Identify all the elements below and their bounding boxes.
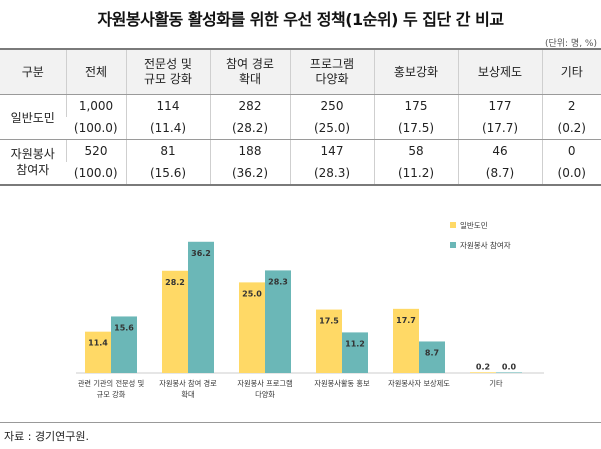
category-label: 자원봉사 참여 경로 (159, 379, 217, 388)
table-cell: (25.0) (289, 117, 374, 140)
bar-general (470, 372, 496, 373)
data-label: 36.2 (191, 249, 211, 258)
header-reward: 보상제도 (457, 48, 542, 95)
data-label: 28.3 (268, 277, 288, 286)
table-cell: (11.2) (373, 162, 458, 186)
legend-label: 일반도민 (460, 220, 488, 230)
table-cell: 58 (373, 139, 458, 162)
table-row: 자원봉사 참여자 520 81 188 147 58 46 0 (0, 139, 601, 186)
bar-general (316, 309, 342, 373)
data-label: 11.4 (88, 339, 108, 348)
table-cell: (0.2) (541, 117, 601, 140)
bar-general (162, 270, 188, 373)
header-other: 기타 (541, 48, 601, 95)
table-cell: 188 (209, 139, 290, 162)
table-cell: 1,000 (65, 94, 126, 117)
bar-volunteer (342, 332, 368, 373)
table-cell: (28.3) (289, 162, 374, 186)
table-cell: 282 (209, 94, 290, 117)
table-cell: 0 (541, 139, 601, 162)
header-category: 구분 (0, 48, 66, 95)
table-cell: 177 (457, 94, 542, 117)
table-row: 일반도민 1,000 114 282 250 175 177 2 (0, 94, 601, 140)
data-label: 17.5 (319, 317, 339, 326)
table-cell: (36.2) (209, 162, 290, 186)
category-label: 자원봉사 프로그램 (237, 379, 292, 388)
legend-label: 자원봉사 참여자 (460, 240, 511, 250)
bar-general (85, 331, 111, 373)
table-cell: (11.4) (125, 117, 210, 140)
unit-label: (단위: 명, %) (544, 39, 597, 49)
table-cell: 2 (541, 94, 601, 117)
category-label: 관련 기관의 전문성 및 (78, 379, 145, 388)
data-label: 0.0 (502, 362, 517, 371)
table-cell: (17.5) (373, 117, 458, 140)
category-label: 기타 (489, 379, 503, 388)
source-note: 자료 : 경기연구원. (4, 430, 90, 443)
data-label: 0.2 (476, 362, 490, 371)
data-label: 28.2 (165, 278, 185, 287)
bar-volunteer (419, 341, 445, 373)
bar-volunteer (111, 316, 137, 373)
table-cell: (8.7) (457, 162, 542, 186)
table-cell: (17.7) (457, 117, 542, 140)
table-cell: 114 (125, 94, 210, 117)
bar-general (239, 282, 265, 373)
table-cell: 520 (65, 139, 126, 162)
data-label: 15.6 (114, 323, 134, 332)
bar-general (393, 308, 419, 373)
bar-chart: 11.4 15.6 관련 기관의 전문성 및규모 강화 28.2 36.2 자원봉사 참여… (76, 220, 544, 399)
data-table: 구분 전체 전문성 및 규모 강화 참여 경로 확대 프로그램 다양화 홍보강화 보상… (0, 48, 601, 186)
header-promotion: 홍보강화 (373, 48, 458, 95)
table-cell: (28.2) (209, 117, 290, 140)
header-expertise: 전문성 및 규모 강화 (125, 48, 210, 95)
data-label: 25.0 (242, 289, 262, 298)
table-cell: 147 (289, 139, 374, 162)
row-label-volunteer: 자원봉사 참여자 (0, 139, 66, 186)
bar-volunteer (265, 270, 291, 373)
table-cell: 81 (125, 139, 210, 162)
table-cell: 175 (373, 94, 458, 117)
table-row: (100.0) (15.6) (36.2) (28.3) (11.2) (8.7… (0, 162, 601, 186)
table-header-row: 구분 전체 전문성 및 규모 강화 참여 경로 확대 프로그램 다양화 홍보강화 보상… (0, 48, 601, 95)
data-label: 11.2 (345, 339, 365, 348)
table-cell: (100.0) (66, 117, 126, 140)
legend-swatch (450, 242, 456, 248)
divider (0, 422, 601, 423)
bar-volunteer (496, 372, 522, 373)
table-cell: (0.0) (541, 162, 601, 186)
table-cell: 250 (289, 94, 374, 117)
header-program: 프로그램 다양화 (289, 48, 374, 95)
category-label: 규모 강화 (97, 390, 126, 399)
category-label: 자원봉사활동 홍보 (314, 379, 370, 388)
table-cell: (15.6) (125, 162, 210, 186)
legend-swatch (450, 222, 456, 228)
category-label: 확대 (181, 390, 194, 399)
bar-volunteer (188, 241, 214, 373)
data-label: 8.7 (425, 348, 439, 357)
category-label: 다양화 (255, 390, 275, 399)
table-cell: 46 (457, 139, 542, 162)
header-total: 전체 (65, 48, 126, 95)
data-label: 17.7 (396, 316, 416, 325)
table-row: (100.0) (11.4) (28.2) (25.0) (17.5) (17.… (0, 117, 601, 140)
category-label: 자원봉사자 보상제도 (388, 379, 450, 388)
row-label-general: 일반도민 (0, 94, 66, 140)
header-participation: 참여 경로 확대 (209, 48, 290, 95)
page-title: 자원봉사활동 활성화를 위한 우선 정책(1순위) 두 집단 간 비교 (97, 10, 504, 29)
table-cell: (100.0) (66, 162, 126, 186)
